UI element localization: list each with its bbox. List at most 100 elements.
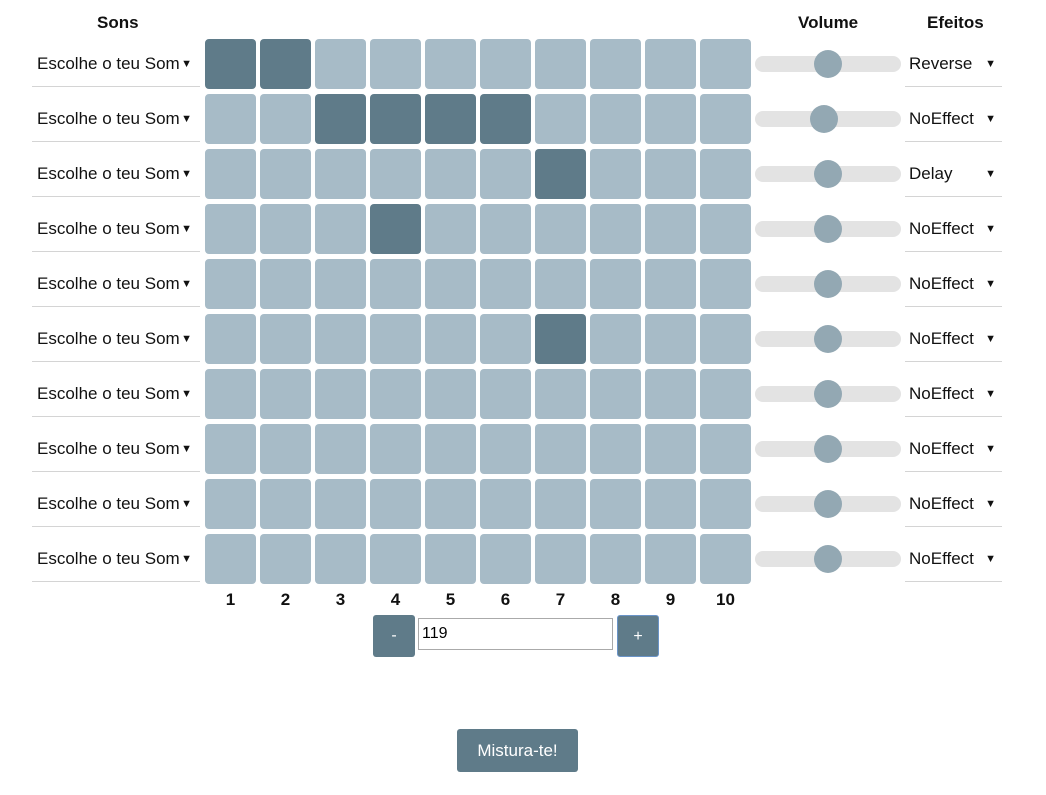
volume-slider-thumb[interactable] (814, 160, 842, 188)
effect-select[interactable]: NoEffect ▼ (905, 371, 1002, 417)
step-cell[interactable] (590, 534, 641, 584)
volume-slider[interactable] (755, 490, 901, 518)
step-cell[interactable] (205, 479, 256, 529)
step-cell[interactable] (480, 479, 531, 529)
volume-slider-thumb[interactable] (814, 545, 842, 573)
effect-select[interactable]: NoEffect ▼ (905, 316, 1002, 362)
step-cell[interactable] (700, 424, 751, 474)
step-cell[interactable] (205, 204, 256, 254)
step-cell[interactable] (425, 369, 476, 419)
volume-slider[interactable] (755, 215, 901, 243)
step-cell[interactable] (315, 39, 366, 89)
step-cell[interactable] (645, 39, 696, 89)
step-cell[interactable] (205, 149, 256, 199)
step-cell[interactable] (425, 479, 476, 529)
volume-slider-thumb[interactable] (814, 50, 842, 78)
step-cell[interactable] (315, 259, 366, 309)
sound-select[interactable]: Escolhe o teu Som ▼ (32, 41, 200, 87)
step-cell[interactable] (315, 94, 366, 144)
step-cell[interactable] (480, 424, 531, 474)
step-cell[interactable] (260, 94, 311, 144)
sound-select[interactable]: Escolhe o teu Som ▼ (32, 96, 200, 142)
step-cell[interactable] (700, 369, 751, 419)
step-cell[interactable] (480, 204, 531, 254)
step-cell[interactable] (590, 39, 641, 89)
step-cell[interactable] (205, 424, 256, 474)
step-cell[interactable] (425, 534, 476, 584)
step-cell[interactable] (205, 94, 256, 144)
volume-slider-thumb[interactable] (814, 435, 842, 463)
step-cell[interactable] (370, 479, 421, 529)
sound-select[interactable]: Escolhe o teu Som ▼ (32, 371, 200, 417)
step-cell[interactable] (480, 369, 531, 419)
step-cell[interactable] (590, 314, 641, 364)
effect-select[interactable]: NoEffect ▼ (905, 481, 1002, 527)
step-cell[interactable] (480, 534, 531, 584)
step-cell[interactable] (205, 39, 256, 89)
tempo-increase-button[interactable]: + (617, 615, 659, 657)
step-cell[interactable] (315, 149, 366, 199)
tempo-decrease-button[interactable]: - (373, 615, 415, 657)
step-cell[interactable] (425, 314, 476, 364)
volume-slider-thumb[interactable] (814, 325, 842, 353)
step-cell[interactable] (645, 314, 696, 364)
step-cell[interactable] (645, 424, 696, 474)
step-cell[interactable] (425, 149, 476, 199)
volume-slider[interactable] (755, 160, 901, 188)
volume-slider-thumb[interactable] (814, 380, 842, 408)
step-cell[interactable] (425, 39, 476, 89)
volume-slider[interactable] (755, 50, 901, 78)
step-cell[interactable] (370, 424, 421, 474)
step-cell[interactable] (480, 149, 531, 199)
step-cell[interactable] (370, 204, 421, 254)
step-cell[interactable] (700, 534, 751, 584)
step-cell[interactable] (425, 424, 476, 474)
step-cell[interactable] (535, 424, 586, 474)
step-cell[interactable] (315, 479, 366, 529)
step-cell[interactable] (700, 314, 751, 364)
step-cell[interactable] (590, 369, 641, 419)
step-cell[interactable] (590, 94, 641, 144)
step-cell[interactable] (645, 479, 696, 529)
step-cell[interactable] (645, 259, 696, 309)
volume-slider[interactable] (755, 380, 901, 408)
step-cell[interactable] (315, 534, 366, 584)
effect-select[interactable]: NoEffect ▼ (905, 426, 1002, 472)
step-cell[interactable] (260, 204, 311, 254)
step-cell[interactable] (590, 424, 641, 474)
step-cell[interactable] (700, 39, 751, 89)
sound-select[interactable]: Escolhe o teu Som ▼ (32, 481, 200, 527)
step-cell[interactable] (700, 204, 751, 254)
step-cell[interactable] (480, 259, 531, 309)
volume-slider[interactable] (755, 325, 901, 353)
step-cell[interactable] (315, 369, 366, 419)
step-cell[interactable] (370, 259, 421, 309)
step-cell[interactable] (535, 94, 586, 144)
volume-slider[interactable] (755, 435, 901, 463)
step-cell[interactable] (315, 314, 366, 364)
step-cell[interactable] (535, 39, 586, 89)
step-cell[interactable] (535, 149, 586, 199)
step-cell[interactable] (700, 149, 751, 199)
effect-select[interactable]: Delay ▼ (905, 151, 1002, 197)
sound-select[interactable]: Escolhe o teu Som ▼ (32, 261, 200, 307)
volume-slider-thumb[interactable] (814, 215, 842, 243)
step-cell[interactable] (645, 369, 696, 419)
step-cell[interactable] (205, 259, 256, 309)
step-cell[interactable] (260, 369, 311, 419)
step-cell[interactable] (480, 39, 531, 89)
volume-slider-thumb[interactable] (814, 490, 842, 518)
step-cell[interactable] (480, 314, 531, 364)
step-cell[interactable] (370, 149, 421, 199)
step-cell[interactable] (590, 204, 641, 254)
step-cell[interactable] (645, 204, 696, 254)
volume-slider-thumb[interactable] (809, 105, 838, 133)
step-cell[interactable] (260, 534, 311, 584)
step-cell[interactable] (260, 39, 311, 89)
effect-select[interactable]: NoEffect ▼ (905, 261, 1002, 307)
sound-select[interactable]: Escolhe o teu Som ▼ (32, 316, 200, 362)
step-cell[interactable] (700, 94, 751, 144)
step-cell[interactable] (700, 479, 751, 529)
step-cell[interactable] (260, 479, 311, 529)
volume-slider[interactable] (755, 270, 901, 298)
